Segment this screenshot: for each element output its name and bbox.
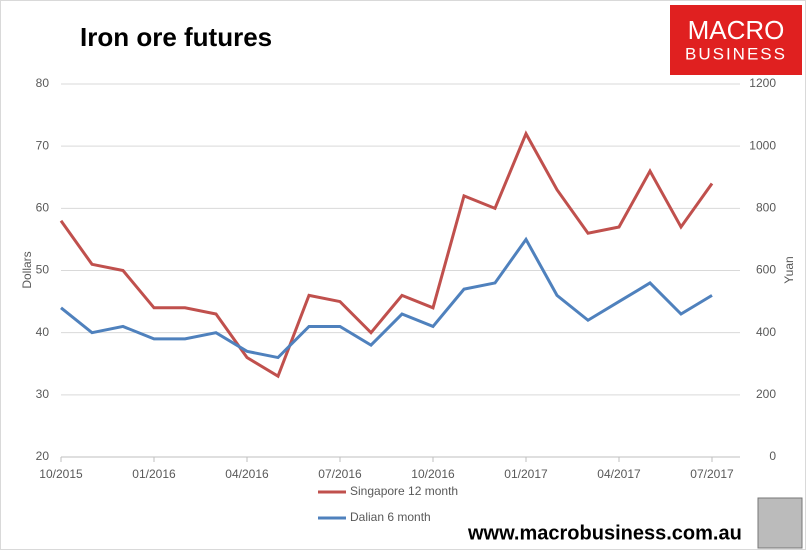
x-tick-label: 01/2016: [132, 467, 176, 481]
x-tick-label: 04/2016: [225, 467, 269, 481]
x-tick-label: 07/2016: [318, 467, 362, 481]
y-axis-label: Dollars: [20, 251, 34, 288]
y2-tick-label: 200: [756, 387, 776, 401]
y-tick-label: 60: [36, 201, 50, 215]
url: www.macrobusiness.com.au: [467, 522, 742, 544]
logo-box: [670, 5, 802, 75]
x-tick-label: 04/2017: [597, 467, 641, 481]
y-tick-label: 40: [36, 325, 50, 339]
y-tick-label: 50: [36, 263, 50, 277]
y2-tick-label: 1200: [749, 76, 776, 90]
y2-tick-label: 600: [756, 263, 776, 277]
logo-bottom: BUSINESS: [685, 44, 787, 63]
legend-label: Singapore 12 month: [350, 484, 458, 498]
legend-label: Dalian 6 month: [350, 510, 431, 524]
series-line: [60, 236, 713, 360]
x-tick-label: 10/2016: [411, 467, 455, 481]
y2-tick-label: 1000: [749, 138, 776, 152]
series-line: [59, 130, 714, 379]
y-tick-label: 70: [36, 138, 50, 152]
logo-top: MACRO: [688, 15, 785, 45]
y2-axis-label: Yuan: [782, 256, 796, 283]
y-tick-label: 30: [36, 387, 50, 401]
x-tick-label: 07/2017: [690, 467, 734, 481]
y-tick-label: 20: [36, 449, 50, 463]
y2-tick-label: 800: [756, 201, 776, 215]
x-tick-label: 01/2017: [504, 467, 548, 481]
x-tick-label: 10/2015: [39, 467, 83, 481]
wolf-icon: [757, 497, 803, 549]
y2-tick-label: 0: [769, 449, 776, 463]
y-tick-label: 80: [36, 76, 50, 90]
chart-title: Iron ore futures: [80, 22, 272, 52]
y2-tick-label: 400: [756, 325, 776, 339]
